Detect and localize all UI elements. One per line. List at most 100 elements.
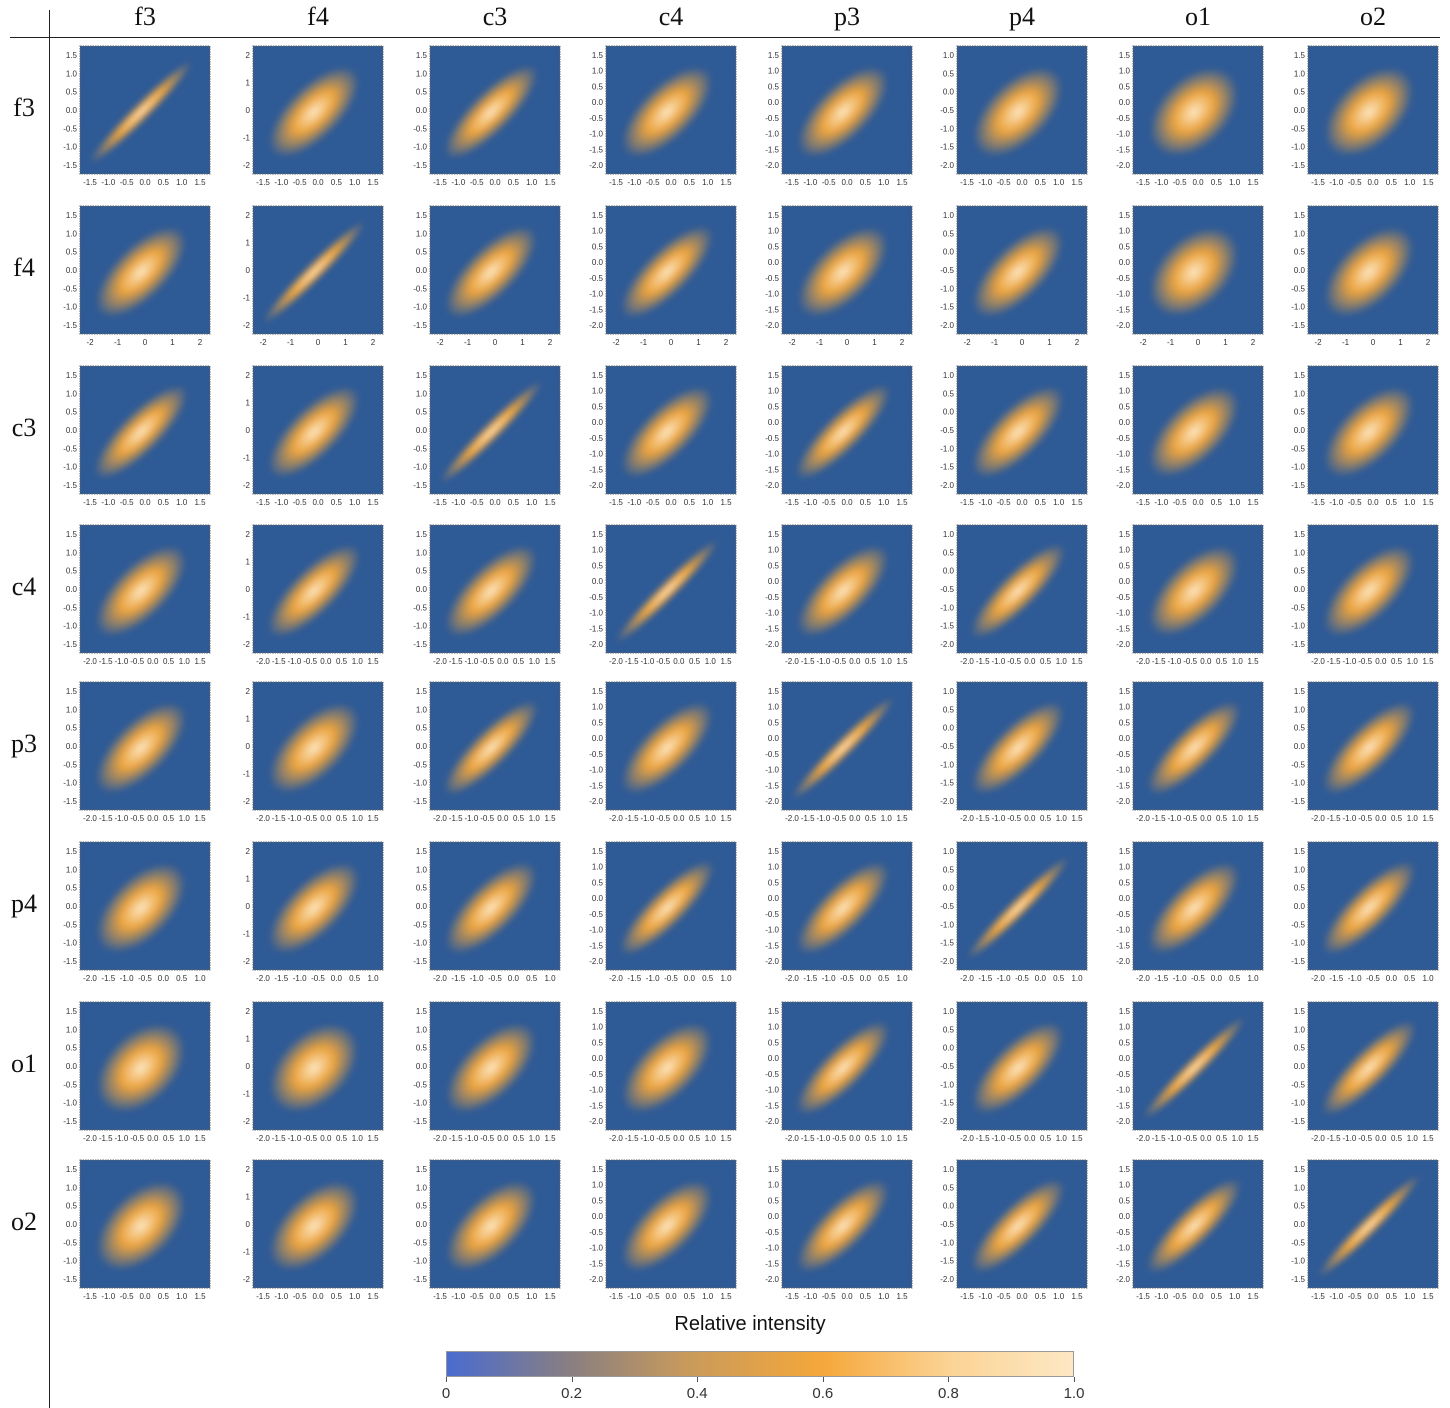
density-blob: [1148, 862, 1240, 954]
legend-tick-label: 1.0: [1063, 1385, 1085, 1402]
x-tick-label: 1.5: [1422, 1292, 1434, 1301]
density-panel-o2-p4: -1.5 -1.0 -0.5 0.0 0.5 1.0 1.5 1.0 0.5 0.0 -0.5 -1.…: [940, 1159, 1088, 1301]
x-tick-label: 0.0: [1016, 178, 1028, 187]
panel-frame: [1307, 524, 1439, 654]
x-tick-label: 1.5: [1247, 1134, 1259, 1143]
density-blob: [1147, 701, 1241, 795]
y-tick-label: -1.0: [940, 760, 954, 769]
y-tick-label: 1.5: [416, 530, 428, 539]
x-tick-label: 0.5: [336, 657, 348, 666]
x-tick-label: 0.0: [320, 814, 332, 823]
x-tick-label: -2.0: [1311, 974, 1325, 983]
y-tick-label: 0.0: [1294, 902, 1306, 911]
y-tick-label: 0.5: [592, 718, 604, 727]
x-tick-label: -0.5: [303, 814, 317, 823]
legend-tick-label: 0.6: [812, 1385, 834, 1402]
y-tick-label: -0.5: [1116, 1228, 1130, 1237]
x-tick-label: -0.5: [470, 1292, 484, 1301]
density-blob: [1323, 386, 1415, 478]
y-tick-label: 1.0: [416, 705, 428, 714]
x-tick-label: 0.5: [513, 657, 525, 666]
density-blob: [1323, 545, 1415, 637]
y-tick-label: -1.5: [940, 939, 954, 948]
x-tick-label: -1.5: [609, 498, 623, 507]
y-tick-label: 1.0: [1119, 1181, 1131, 1190]
x-tick-label: 1.0: [881, 814, 893, 823]
y-tick-label: -2: [243, 321, 251, 330]
y-tick-label: 0.5: [943, 389, 955, 398]
y-tick-label: -1.0: [63, 1099, 77, 1108]
y-tick-label: 1.0: [592, 1023, 604, 1032]
x-tick-label: 2: [724, 338, 729, 347]
density-blob: [95, 545, 187, 637]
x-tick-label: 0.5: [158, 1292, 170, 1301]
density-panel-p3-p4: -2.0 -1.5 -1.0 -0.5 0.0 0.5 1.0 1.51.00.50.0-0.…: [940, 681, 1088, 823]
y-tick-label: -1.5: [413, 797, 427, 806]
y-tick-label: -1.5: [1116, 624, 1130, 633]
panel-frame: [79, 365, 211, 495]
y-tick-label: -1.0: [1116, 1244, 1130, 1253]
panel-frame: [79, 841, 211, 971]
density-panel-o1-o1: -2.0 -1.5 -1.0 -0.5 0.0 0.5 1.0 1.51.51.00.50.0…: [1116, 1001, 1264, 1143]
y-tick-label: -1.0: [940, 1080, 954, 1089]
x-tick-label: 0.0: [1367, 178, 1379, 187]
y-tick-label: 1.5: [768, 211, 780, 220]
y-tick-label: -1.5: [765, 781, 779, 790]
panel-frame: [429, 524, 561, 654]
x-tick-label: -2.0: [1136, 1134, 1150, 1143]
y-tick-label: -2.0: [765, 321, 779, 330]
y-tick-label: 1.5: [592, 1007, 604, 1016]
x-tick-label: -2.0: [960, 1134, 974, 1143]
y-tick-label: 1.0: [416, 1183, 428, 1192]
x-tick-label: 2: [1251, 338, 1256, 347]
y-tick-label: 0.5: [1294, 1202, 1306, 1211]
x-tick-label: 1.0: [1407, 1134, 1419, 1143]
x-tick-label: 0.0: [849, 814, 861, 823]
y-tick-label: 0: [246, 266, 251, 275]
y-tick-label: 1.0: [768, 1023, 780, 1032]
y-tick-label: -1.0: [413, 939, 427, 948]
x-tick-label: -1.5: [449, 657, 463, 666]
x-tick-label: 1.0: [1247, 974, 1259, 983]
density-blob: [1149, 67, 1239, 157]
y-tick-label: -0.5: [1291, 603, 1305, 612]
density-panel-p4-o2: -2.0 -1.5 -1.0 -0.5 0.0 0.5 1.0 1.5 1.0 0.5 0.0 -0.…: [1291, 841, 1439, 983]
y-tick-label: -1: [243, 134, 251, 143]
x-tick-label: 1.0: [1053, 178, 1065, 187]
x-tick-label: 2: [1426, 338, 1431, 347]
x-tick-label: -1.0: [120, 974, 134, 983]
y-tick-label: -1.5: [765, 941, 779, 950]
y-tick-label: 0.5: [768, 242, 780, 251]
y-tick-label: -2: [243, 957, 251, 966]
density-blob: [797, 226, 889, 318]
density-blob: [972, 1022, 1064, 1114]
x-tick-label: -0.5: [1358, 657, 1372, 666]
panel-frame: [781, 841, 913, 971]
x-tick-label: 1.0: [526, 1292, 538, 1301]
column-header-c4: c4: [658, 2, 684, 31]
y-tick-label: 0.5: [943, 69, 955, 78]
y-tick-label: -1.0: [940, 603, 954, 612]
density-panel-f3-p4: -1.5 -1.0 -0.5 0.0 0.5 1.0 1.5 1.0 0.5 0.0 -0.5 -1.…: [940, 45, 1088, 187]
y-tick-label: 0.5: [66, 1202, 78, 1211]
x-tick-label: 0.0: [312, 498, 324, 507]
column-header-p4: p4: [1009, 2, 1035, 31]
y-tick-label: 1.5: [66, 1165, 78, 1174]
y-tick-label: -1.5: [63, 1275, 77, 1284]
x-tick-label: 1.5: [896, 498, 908, 507]
x-tick-label: 0.0: [489, 498, 501, 507]
x-tick-label: 0.5: [163, 657, 175, 666]
y-tick-label: 1.5: [1294, 371, 1306, 380]
x-tick-label: -0.5: [1348, 178, 1362, 187]
density-panel-c4-c3: -2.0 -1.5 -1.0 -0.5 0.0 0.5 1.0 1.51.51.00.50.0…: [413, 524, 561, 666]
density-panel-o1-c4: -2.0 -1.5 -1.0 -0.5 0.0 0.5 1.0 1.51.51.00.50.0…: [589, 1001, 737, 1143]
y-tick-label: -1: [243, 1090, 251, 1099]
x-tick-label: 0.5: [1211, 498, 1223, 507]
y-tick-label: 0.5: [592, 242, 604, 251]
x-tick-label: -2.0: [609, 974, 623, 983]
y-tick-label: -1.0: [63, 143, 77, 152]
y-tick-label: 1.5: [768, 530, 780, 539]
x-tick-label: 1.5: [1422, 178, 1434, 187]
y-tick-label: -0.5: [63, 603, 77, 612]
y-tick-label: -1.0: [63, 779, 77, 788]
